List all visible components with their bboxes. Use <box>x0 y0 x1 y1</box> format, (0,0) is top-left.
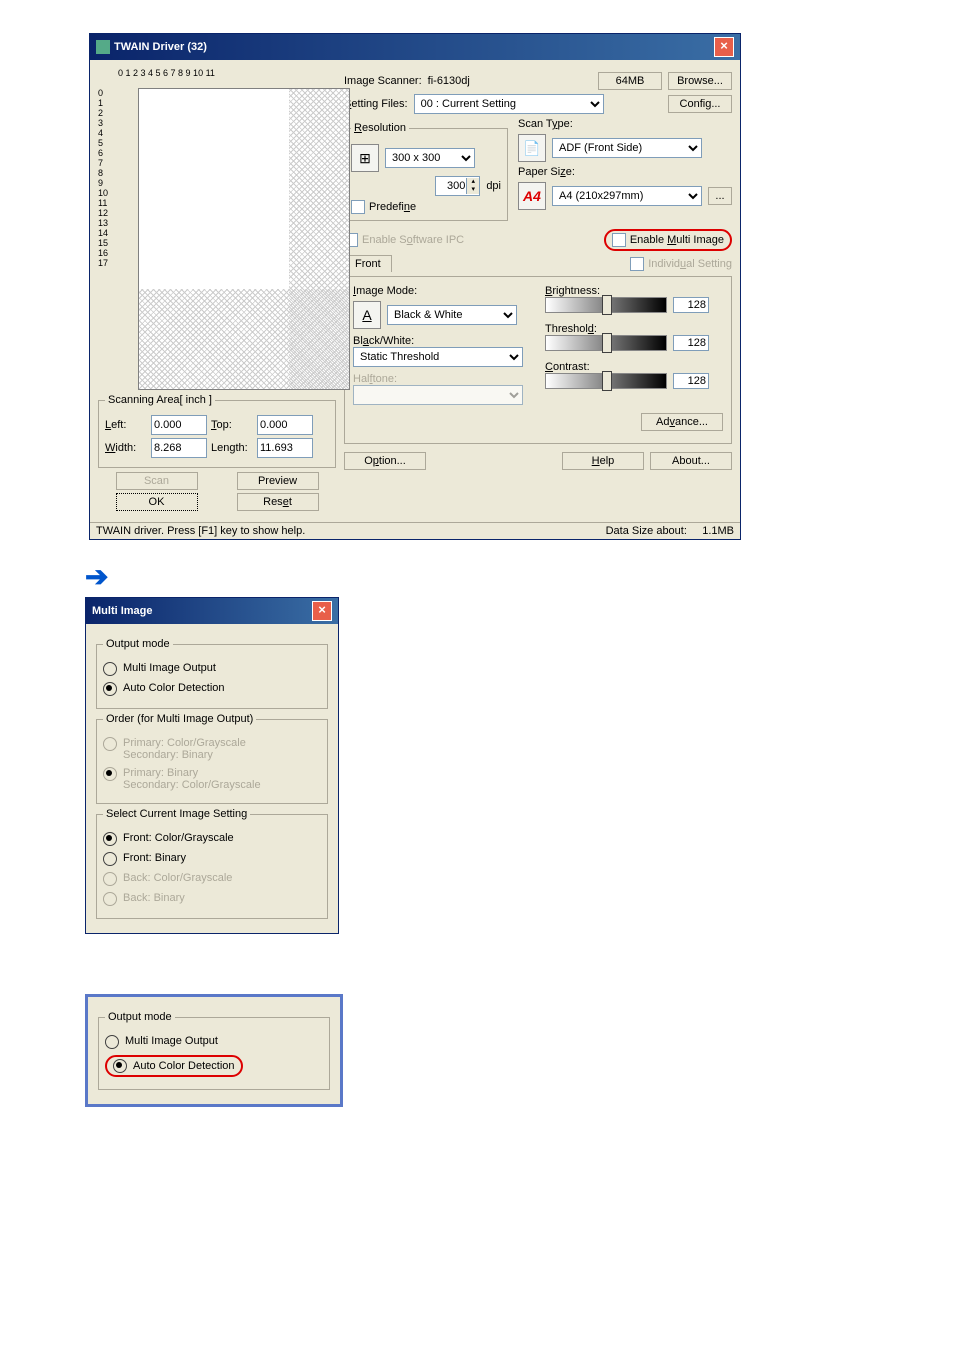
twain-window: TWAIN Driver (32) × 0 1 2 3 4 5 6 7 8 9 … <box>89 33 741 540</box>
width-label: Width: <box>105 442 147 454</box>
front-tab[interactable]: Front <box>344 255 392 272</box>
left-input[interactable] <box>151 415 207 435</box>
data-size-value: 1.1MB <box>702 525 734 537</box>
preview-button[interactable]: Preview <box>237 472 319 490</box>
paper-size-more-button[interactable]: ... <box>708 187 732 205</box>
image-mode-icon: A <box>353 301 381 329</box>
threshold-value: 128 <box>673 335 709 351</box>
statusbar: TWAIN driver. Press [F1] key to show hel… <box>90 522 740 539</box>
top-label: Top: <box>211 419 253 431</box>
option-button[interactable]: Option... <box>344 452 426 470</box>
select-current-group: Select Current Image Setting Front: Colo… <box>96 808 328 919</box>
ruler-top: 0 1 2 3 4 5 6 7 8 9 10 11 <box>98 68 336 88</box>
resolution-select[interactable]: 300 x 300 <box>385 148 475 168</box>
ruler-left: 012345678 91011121314151617 <box>98 88 108 268</box>
radio-auto-color-detection-snip[interactable]: Auto Color Detection <box>105 1055 323 1077</box>
arrow-icon: ➔ <box>85 560 954 593</box>
halftone-select <box>353 385 523 405</box>
radio-multi-image-output[interactable]: Multi Image Output <box>103 662 321 676</box>
close-icon[interactable]: × <box>312 601 332 621</box>
setting-files-select[interactable]: 00 : Current Setting <box>414 94 604 114</box>
multi-title: Multi Image <box>92 605 153 617</box>
ok-button[interactable]: OK <box>116 493 198 511</box>
scanner-label: Image Scanner: <box>344 75 422 87</box>
output-mode-group: Output mode Multi Image Output Auto Colo… <box>96 638 328 709</box>
mem-button[interactable]: 64MB <box>598 72 662 90</box>
scan-type-select[interactable]: ADF (Front Side) <box>552 138 702 158</box>
scanning-area-group: Scanning Area[ inch ] Left: Top: Width: … <box>98 394 336 468</box>
dpi-spin-input[interactable] <box>436 179 466 193</box>
radio-multi-image-output-snip[interactable]: Multi Image Output <box>105 1035 323 1049</box>
bw-label: Black/White: <box>353 335 531 347</box>
contrast-slider[interactable] <box>545 373 667 389</box>
order-group: Order (for Multi Image Output) Primary: … <box>96 713 328 804</box>
radio-back-color: Back: Color/Grayscale <box>103 872 321 886</box>
resolution-group: Resolution ⊞ 300 x 300 ▴▾ dpi <box>344 122 508 221</box>
paper-size-label: Paper Size: <box>518 166 732 178</box>
top-input[interactable] <box>257 415 313 435</box>
resolution-icon: ⊞ <box>351 144 379 172</box>
output-mode-label: Output mode <box>103 638 173 650</box>
enable-multi-highlight: Enable Multi Image <box>604 229 732 251</box>
individual-checkbox: Individual Setting <box>630 257 732 271</box>
width-input[interactable] <box>151 438 207 458</box>
predefine-checkbox[interactable]: Predefine <box>351 200 501 214</box>
length-label: Length: <box>211 442 253 454</box>
data-size-label: Data Size about: <box>606 525 687 537</box>
output-mode-group-snip: Output mode Multi Image Output Auto Colo… <box>98 1011 330 1090</box>
setting-files-label: Setting Files: <box>344 98 408 110</box>
reset-button[interactable]: Reset <box>237 493 319 511</box>
brightness-slider[interactable] <box>545 297 667 313</box>
contrast-label: Contrast: <box>545 361 723 373</box>
brightness-label: Brightness: <box>545 285 723 297</box>
window-title: TWAIN Driver (32) <box>114 41 207 53</box>
threshold-slider[interactable] <box>545 335 667 351</box>
radio-order-2: Primary: BinarySecondary: Color/Grayscal… <box>103 767 321 791</box>
image-mode-label: Image Mode: <box>353 285 531 297</box>
enable-multi-checkbox[interactable]: Enable Multi Image <box>612 233 724 247</box>
app-icon <box>96 40 110 54</box>
scanner-value: fi-6130dj <box>428 75 470 87</box>
threshold-label: Threshold: <box>545 323 723 335</box>
left-label: Left: <box>105 419 147 431</box>
output-mode-label-snip: Output mode <box>105 1011 175 1023</box>
enable-ipc-checkbox: Enable Software IPC <box>344 233 464 247</box>
browse-button[interactable]: Browse... <box>668 72 732 90</box>
dpi-label: dpi <box>486 180 501 192</box>
select-current-label: Select Current Image Setting <box>103 808 250 820</box>
halftone-label: Halftone: <box>353 373 531 385</box>
bw-select[interactable]: Static Threshold <box>353 347 523 367</box>
help-button[interactable]: Help <box>562 452 644 470</box>
scanning-area-label: Scanning Area[ inch ] <box>105 394 215 406</box>
multi-titlebar: Multi Image × <box>86 598 338 624</box>
radio-front-color[interactable]: Front: Color/Grayscale <box>103 832 321 846</box>
about-button[interactable]: About... <box>650 452 732 470</box>
preview-area[interactable] <box>138 88 350 390</box>
image-mode-select[interactable]: Black & White <box>387 305 517 325</box>
radio-auto-color-detection[interactable]: Auto Color Detection <box>103 682 321 696</box>
brightness-value: 128 <box>673 297 709 313</box>
resolution-label: Resolution <box>351 122 409 134</box>
radio-front-binary[interactable]: Front: Binary <box>103 852 321 866</box>
output-mode-snippet: Output mode Multi Image Output Auto Colo… <box>85 994 343 1107</box>
scan-type-label: Scan Type: <box>518 118 732 130</box>
left-panel: 0 1 2 3 4 5 6 7 8 9 10 11 012345678 9101… <box>98 68 336 514</box>
paper-size-icon: A4 <box>518 182 546 210</box>
contrast-value: 128 <box>673 373 709 389</box>
status-text: TWAIN driver. Press [F1] key to show hel… <box>96 525 305 537</box>
radio-back-binary: Back: Binary <box>103 892 321 906</box>
paper-size-select[interactable]: A4 (210x297mm) <box>552 186 702 206</box>
length-input[interactable] <box>257 438 313 458</box>
dpi-spinner[interactable]: ▴▾ <box>435 176 480 196</box>
advance-button[interactable]: Advance... <box>641 413 723 431</box>
scan-type-icon: 📄 <box>518 134 546 162</box>
right-panel: Image Scanner: fi-6130dj 64MB Browse... … <box>344 68 732 514</box>
multi-image-window: Multi Image × Output mode Multi Image Ou… <box>85 597 339 934</box>
config-button[interactable]: Config... <box>668 95 732 113</box>
scan-button: Scan <box>116 472 198 490</box>
titlebar: TWAIN Driver (32) × <box>90 34 740 60</box>
close-icon[interactable]: × <box>714 37 734 57</box>
order-label: Order (for Multi Image Output) <box>103 713 256 725</box>
radio-order-1: Primary: Color/GrayscaleSecondary: Binar… <box>103 737 321 761</box>
